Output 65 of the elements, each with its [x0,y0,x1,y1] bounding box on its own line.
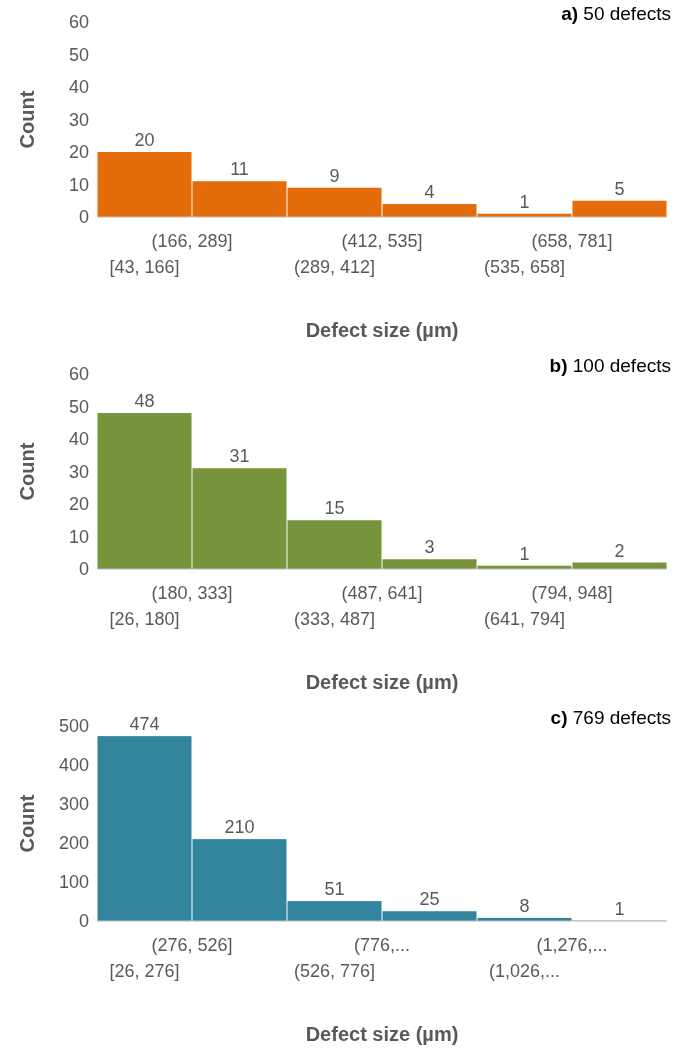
x-tick-label: (276, 526] [151,935,233,955]
y-tick-label: 300 [58,794,89,815]
data-label: 2 [614,540,625,561]
x-tick-label: (794, 948] [531,583,613,603]
data-label: 1 [519,543,530,564]
data-label: 25 [419,889,440,910]
y-tick-label: 400 [58,755,89,776]
x-axis-title: Defect size (µm) [305,671,459,693]
x-tick-label: (1,026,... [488,961,561,981]
data-label: 3 [424,537,435,558]
y-axis-title: Count [16,442,38,501]
data-label: 5 [614,178,625,199]
y-tick-label: 10 [68,174,89,195]
x-tick-label: (658, 781] [531,231,613,251]
data-label: 9 [329,165,340,186]
data-label: 15 [324,498,345,519]
y-axis-title: Count [16,794,38,853]
data-label: 1 [614,898,625,919]
y-tick-label: 0 [78,207,89,228]
y-tick-label: 500 [58,716,89,737]
x-tick-label: (526, 776] [293,961,376,981]
x-tick-label: (333, 487] [293,609,376,629]
data-label: 8 [519,895,530,916]
y-tick-label: 200 [58,833,89,854]
data-label: 11 [230,159,249,180]
y-tick-label: 40 [68,429,89,450]
x-tick-label: (180, 333] [151,583,233,603]
x-tick-label: (641, 794] [483,609,566,629]
y-axis-title: Count [16,90,38,149]
y-tick-label: 30 [68,461,89,482]
data-label: 31 [229,446,250,467]
y-tick-label: 50 [68,396,89,417]
chart-title: b) 100 defects [549,355,671,376]
x-axis-title: Defect size (µm) [305,319,459,341]
y-tick-label: 60 [68,364,89,385]
data-label: 4 [424,182,435,202]
x-tick-label: (487, 641] [341,583,423,603]
y-tick-label: 40 [68,77,89,98]
y-tick-label: 60 [68,12,89,33]
x-tick-label: [43, 166] [109,257,180,277]
y-tick-label: 100 [58,872,89,893]
data-label: 51 [324,879,345,900]
data-label: 20 [134,130,155,150]
chart-title: a) 50 defects [561,3,671,24]
data-label: 1 [519,191,530,212]
chart-title: c) 769 defects [550,707,671,728]
x-axis-title: Defect size (µm) [305,1023,459,1045]
data-label: 48 [134,391,155,411]
y-tick-label: 30 [68,109,89,130]
data-label: 210 [224,817,255,838]
y-tick-label: 0 [78,559,89,580]
y-tick-label: 20 [68,494,89,515]
data-label: 474 [129,714,160,735]
x-tick-label: (1,276,... [536,935,608,955]
x-tick-label: (166, 289] [151,231,233,251]
x-tick-label: (535, 658] [483,257,566,277]
x-tick-label: [26, 180] [109,609,180,629]
x-tick-label: (776,... [353,935,411,955]
y-tick-label: 20 [68,142,89,163]
y-tick-label: 50 [68,44,89,65]
x-tick-label: (289, 412] [293,257,376,277]
x-tick-label: (412, 535] [341,231,423,251]
y-tick-label: 0 [78,911,89,932]
y-tick-label: 10 [68,526,89,547]
x-tick-label: [26, 276] [109,961,180,981]
